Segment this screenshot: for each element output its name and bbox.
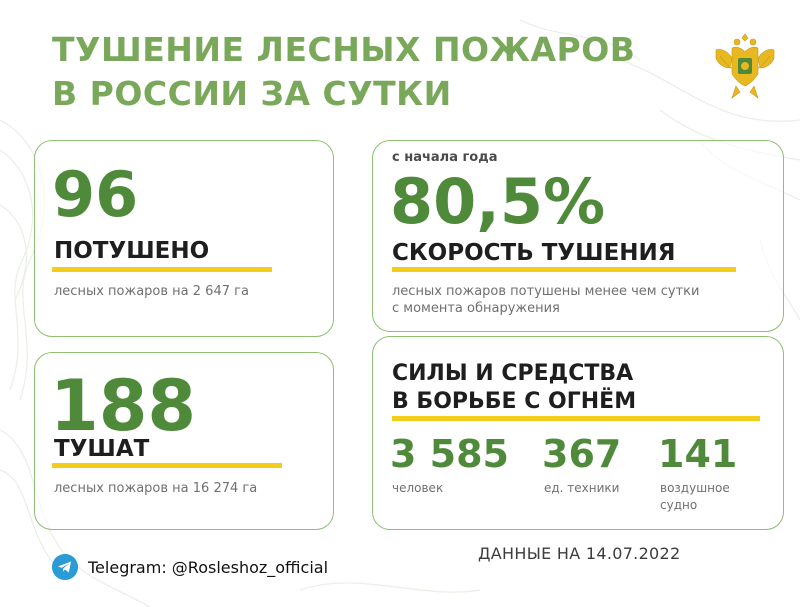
burning-caption: лесных пожаров на 16 274 га — [54, 481, 258, 496]
forces-aircraft-caption-line-2: судно — [660, 498, 698, 512]
speed-caption-line-2: с момента обнаружения — [392, 301, 560, 316]
telegram-link[interactable]: Telegram: @Rosleshoz_official — [52, 554, 328, 580]
forces-vehicles-value: 367 — [542, 432, 622, 476]
forces-title: СИЛЫ И СРЕДСТВА В БОРЬБЕ С ОГНЁМ — [392, 360, 636, 416]
speed-kicker: с начала года — [392, 150, 498, 165]
forces-people-value: 3 585 — [390, 432, 509, 476]
forces-aircraft-value: 141 — [658, 432, 738, 476]
telegram-handle[interactable]: Telegram: @Rosleshoz_official — [88, 557, 329, 577]
extinguished-caption: лесных пожаров на 2 647 га — [54, 284, 249, 299]
forces-highlight-bar — [392, 416, 760, 421]
extinguished-card — [34, 140, 334, 337]
burning-label: ТУШАТ — [54, 436, 150, 462]
title-line-1: ТУШЕНИЕ ЛЕСНЫХ ПОЖАРОВ — [52, 30, 636, 69]
extinguished-number: 96 — [52, 158, 139, 231]
forces-aircraft-caption-line-1: воздушное — [660, 481, 730, 495]
forces-card — [372, 336, 784, 530]
telegram-icon — [52, 554, 78, 580]
title-line-2: В РОССИИ ЗА СУТКИ — [52, 74, 452, 113]
forces-title-line-1: СИЛЫ И СРЕДСТВА — [392, 361, 634, 386]
emblem-icon — [715, 33, 775, 99]
page-title: ТУШЕНИЕ ЛЕСНЫХ ПОЖАРОВ В РОССИИ ЗА СУТКИ — [52, 28, 635, 116]
speed-card — [372, 140, 784, 332]
data-date: ДАННЫЕ НА 14.07.2022 — [478, 544, 681, 563]
extinguished-label: ПОТУШЕНО — [54, 238, 210, 264]
speed-label: СКОРОСТЬ ТУШЕНИЯ — [392, 240, 676, 266]
extinguished-highlight-bar — [52, 267, 272, 272]
forces-vehicles-caption: ед. техники — [544, 481, 620, 495]
forces-people-caption: человек — [392, 481, 444, 495]
speed-number: 80,5% — [390, 165, 606, 238]
speed-highlight-bar — [392, 267, 736, 272]
speed-caption-line-1: лесных пожаров потушены менее чем сутки — [392, 284, 700, 299]
burning-number: 188 — [50, 365, 197, 447]
burning-card — [34, 352, 334, 530]
forces-title-line-2: В БОРЬБЕ С ОГНЁМ — [392, 389, 637, 414]
burning-highlight-bar — [52, 463, 282, 468]
